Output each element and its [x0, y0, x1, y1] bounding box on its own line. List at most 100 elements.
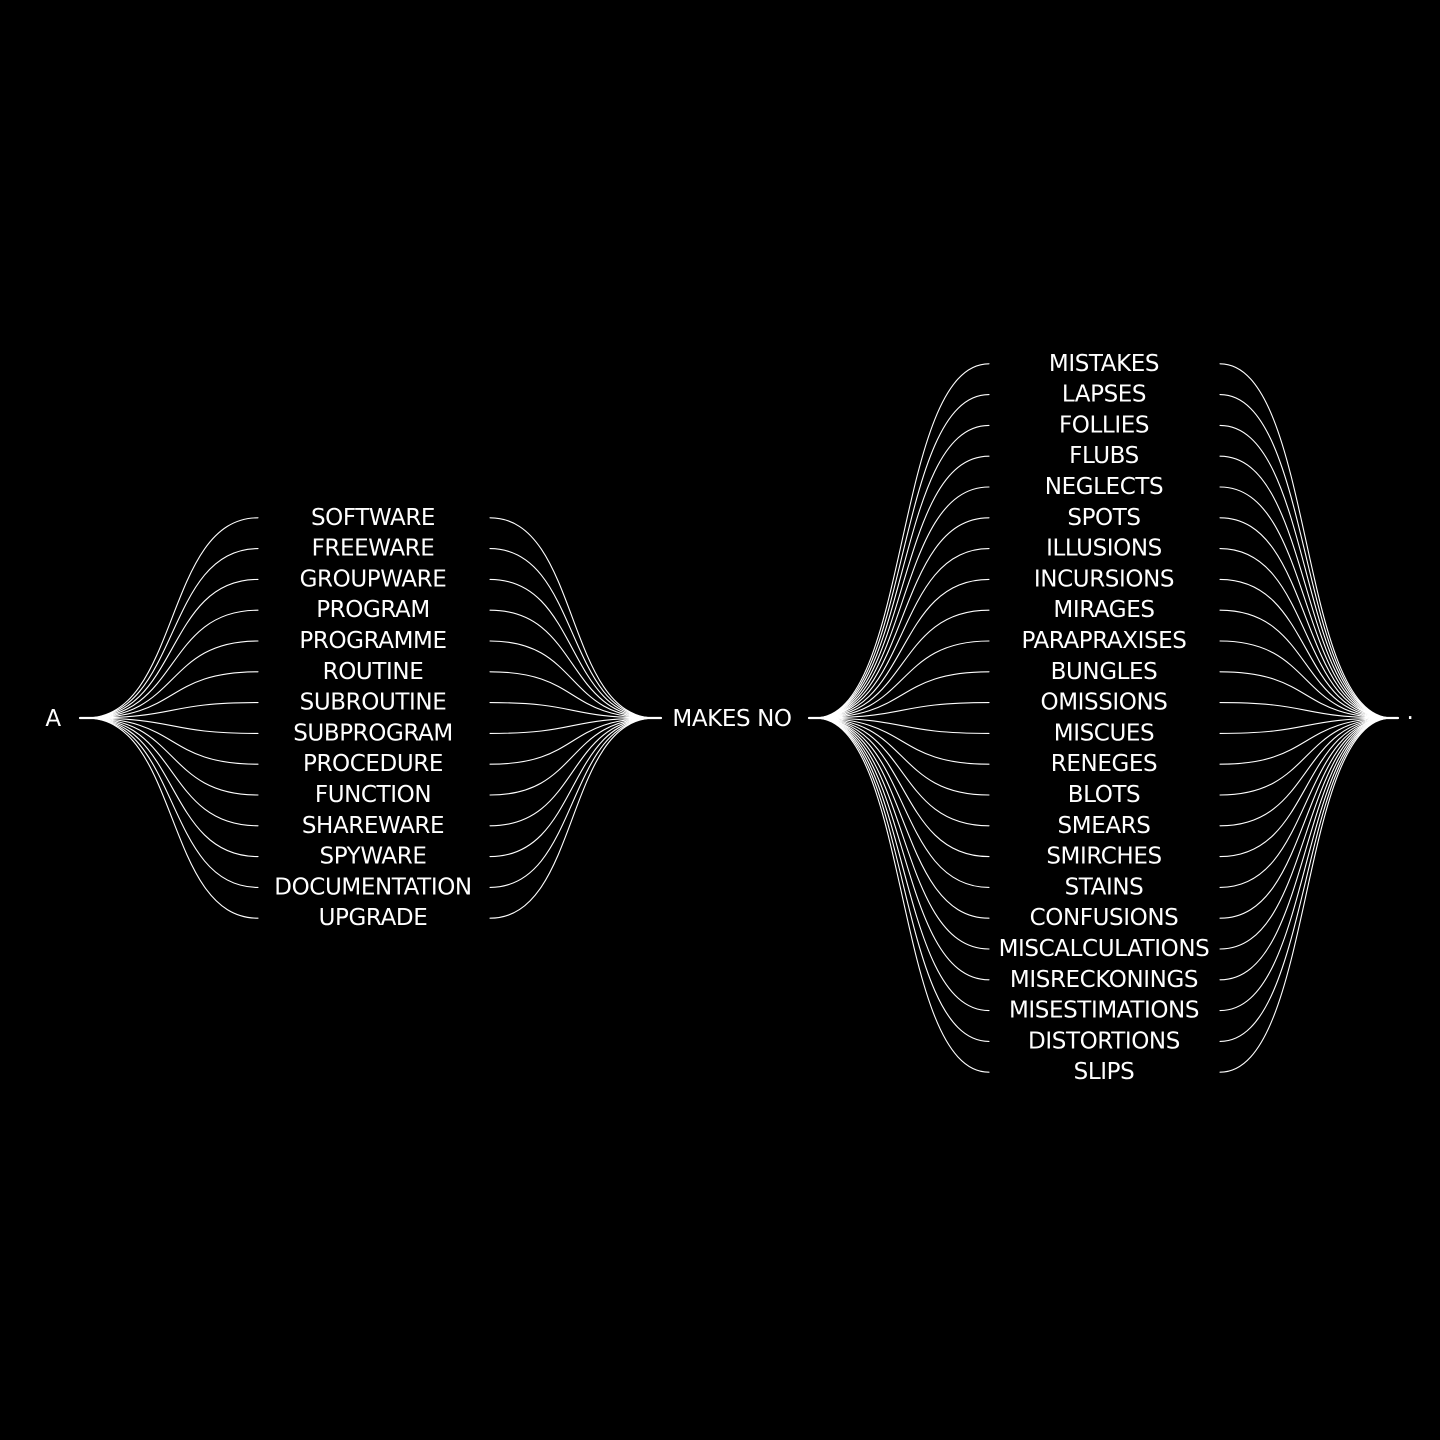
right-fan-line-out — [1219, 640, 1393, 719]
right-fan-line-out — [1219, 548, 1393, 719]
left-word: SPYWARE — [320, 844, 427, 870]
right-fan-line-out — [1219, 717, 1393, 1073]
left-word: GROUPWARE — [300, 566, 447, 592]
right-fan-line-in — [814, 486, 990, 719]
right-fan-line-out — [1219, 394, 1393, 719]
right-word: LAPSES — [1062, 382, 1146, 408]
left-fan-line-in — [85, 717, 259, 796]
left-fan-line-in — [85, 717, 259, 888]
sentence-end-period: . — [1407, 699, 1414, 725]
right-fan-line-in — [814, 717, 990, 919]
right-fan-line-out — [1219, 717, 1393, 888]
right-word: MISRECKONINGS — [1010, 967, 1198, 993]
right-word: BUNGLES — [1051, 659, 1158, 685]
right-word: SMIRCHES — [1046, 844, 1161, 870]
left-word: SUBPROGRAM — [293, 720, 453, 746]
right-word: DISTORTIONS — [1028, 1028, 1180, 1054]
right-fan-line-out — [1219, 717, 1393, 796]
left-fan-line-in — [85, 702, 259, 719]
right-fan-line-in — [814, 717, 990, 1042]
right-word: MISTAKES — [1049, 351, 1159, 377]
left-word: SOFTWARE — [311, 505, 435, 531]
left-fan-line-in — [85, 717, 259, 765]
left-fan-line-out — [489, 671, 656, 719]
right-word: FOLLIES — [1059, 412, 1149, 438]
left-fan-line-in — [85, 578, 259, 719]
right-fan-line-in — [814, 717, 990, 858]
left-fan-line-in — [85, 548, 259, 719]
right-fan-line-out — [1219, 424, 1393, 719]
left-fan-line-in — [85, 717, 259, 858]
left-word: FREEWARE — [312, 536, 435, 562]
right-fan-line-in — [814, 517, 990, 719]
left-word: PROGRAMME — [299, 628, 446, 654]
right-word: CONFUSIONS — [1030, 905, 1179, 931]
right-fan-line-out — [1219, 671, 1393, 719]
right-word: BLOTS — [1068, 782, 1141, 808]
left-fan-line-in — [85, 717, 259, 734]
right-fan-line-out — [1219, 717, 1393, 950]
left-fan-line-out — [489, 717, 656, 827]
right-word: RENEGES — [1051, 751, 1157, 777]
right-fan-line-out — [1219, 455, 1393, 719]
right-fan-line-in — [814, 578, 990, 719]
right-word: SMEARS — [1058, 813, 1151, 839]
right-word-column: MISTAKES LAPSES FOLLIES FLUBS NEGLECTS SPOTS I… — [999, 351, 1210, 1085]
left-fan-line-out — [489, 548, 656, 719]
right-fan-line-in — [814, 717, 990, 796]
right-word: MISCALCULATIONS — [999, 936, 1210, 962]
right-fan-line-in — [814, 455, 990, 719]
right-fan-line-out — [1219, 717, 1393, 1042]
left-fan-lines — [85, 517, 656, 919]
left-word-column: SOFTWARE FREEWARE GROUPWARE PROGRAM PROGRAMM… — [274, 505, 472, 931]
left-fan-line-in — [85, 517, 259, 719]
left-fan-line-out — [489, 717, 656, 919]
left-fan-line-out — [489, 717, 656, 858]
right-fan-line-in — [814, 394, 990, 719]
left-fan-line-out — [489, 702, 656, 719]
left-fan-line-out — [489, 517, 656, 719]
left-word: PROCEDURE — [303, 751, 443, 777]
right-fan-line-in — [814, 717, 990, 981]
left-word: DOCUMENTATION — [274, 874, 471, 900]
left-word: SUBROUTINE — [300, 690, 447, 716]
right-word: OMISSIONS — [1040, 690, 1167, 716]
right-word: INCURSIONS — [1034, 566, 1174, 592]
left-fan-line-in — [85, 717, 259, 919]
left-fan-line-out — [489, 609, 656, 719]
left-word: FUNCTION — [315, 782, 431, 808]
right-fan-line-in — [814, 717, 990, 1073]
right-fan-line-out — [1219, 717, 1393, 1012]
right-fan-line-out — [1219, 702, 1393, 719]
sentence-start-word: A — [45, 706, 61, 732]
right-fan-line-out — [1219, 363, 1393, 719]
left-fan-line-out — [489, 717, 656, 888]
left-fan-line-out — [489, 640, 656, 719]
right-word: SLIPS — [1074, 1059, 1135, 1085]
right-word: MISESTIMATIONS — [1009, 998, 1199, 1024]
left-fan-line-in — [85, 640, 259, 719]
left-fan-line-in — [85, 609, 259, 719]
right-fan-line-in — [814, 548, 990, 719]
right-fan-line-in — [814, 640, 990, 719]
right-fan-line-in — [814, 717, 990, 888]
right-word: FLUBS — [1069, 443, 1139, 469]
left-word: UPGRADE — [319, 905, 428, 931]
right-word: STAINS — [1065, 874, 1144, 900]
right-fan-line-out — [1219, 517, 1393, 719]
left-fan-line-out — [489, 717, 656, 734]
right-fan-line-in — [814, 717, 990, 734]
right-word: PARAPRAXISES — [1021, 628, 1186, 654]
right-word: ILLUSIONS — [1046, 536, 1162, 562]
right-fan-line-in — [814, 671, 990, 719]
right-word: MISCUES — [1054, 720, 1154, 746]
right-fan-line-out — [1219, 578, 1393, 719]
right-fan-line-in — [814, 717, 990, 827]
right-fan-line-out — [1219, 717, 1393, 919]
left-fan-line-out — [489, 578, 656, 719]
right-fan-line-out — [1219, 486, 1393, 719]
right-fan-line-in — [814, 717, 990, 1012]
left-word: ROUTINE — [323, 659, 424, 685]
right-fan-line-out — [1219, 717, 1393, 765]
